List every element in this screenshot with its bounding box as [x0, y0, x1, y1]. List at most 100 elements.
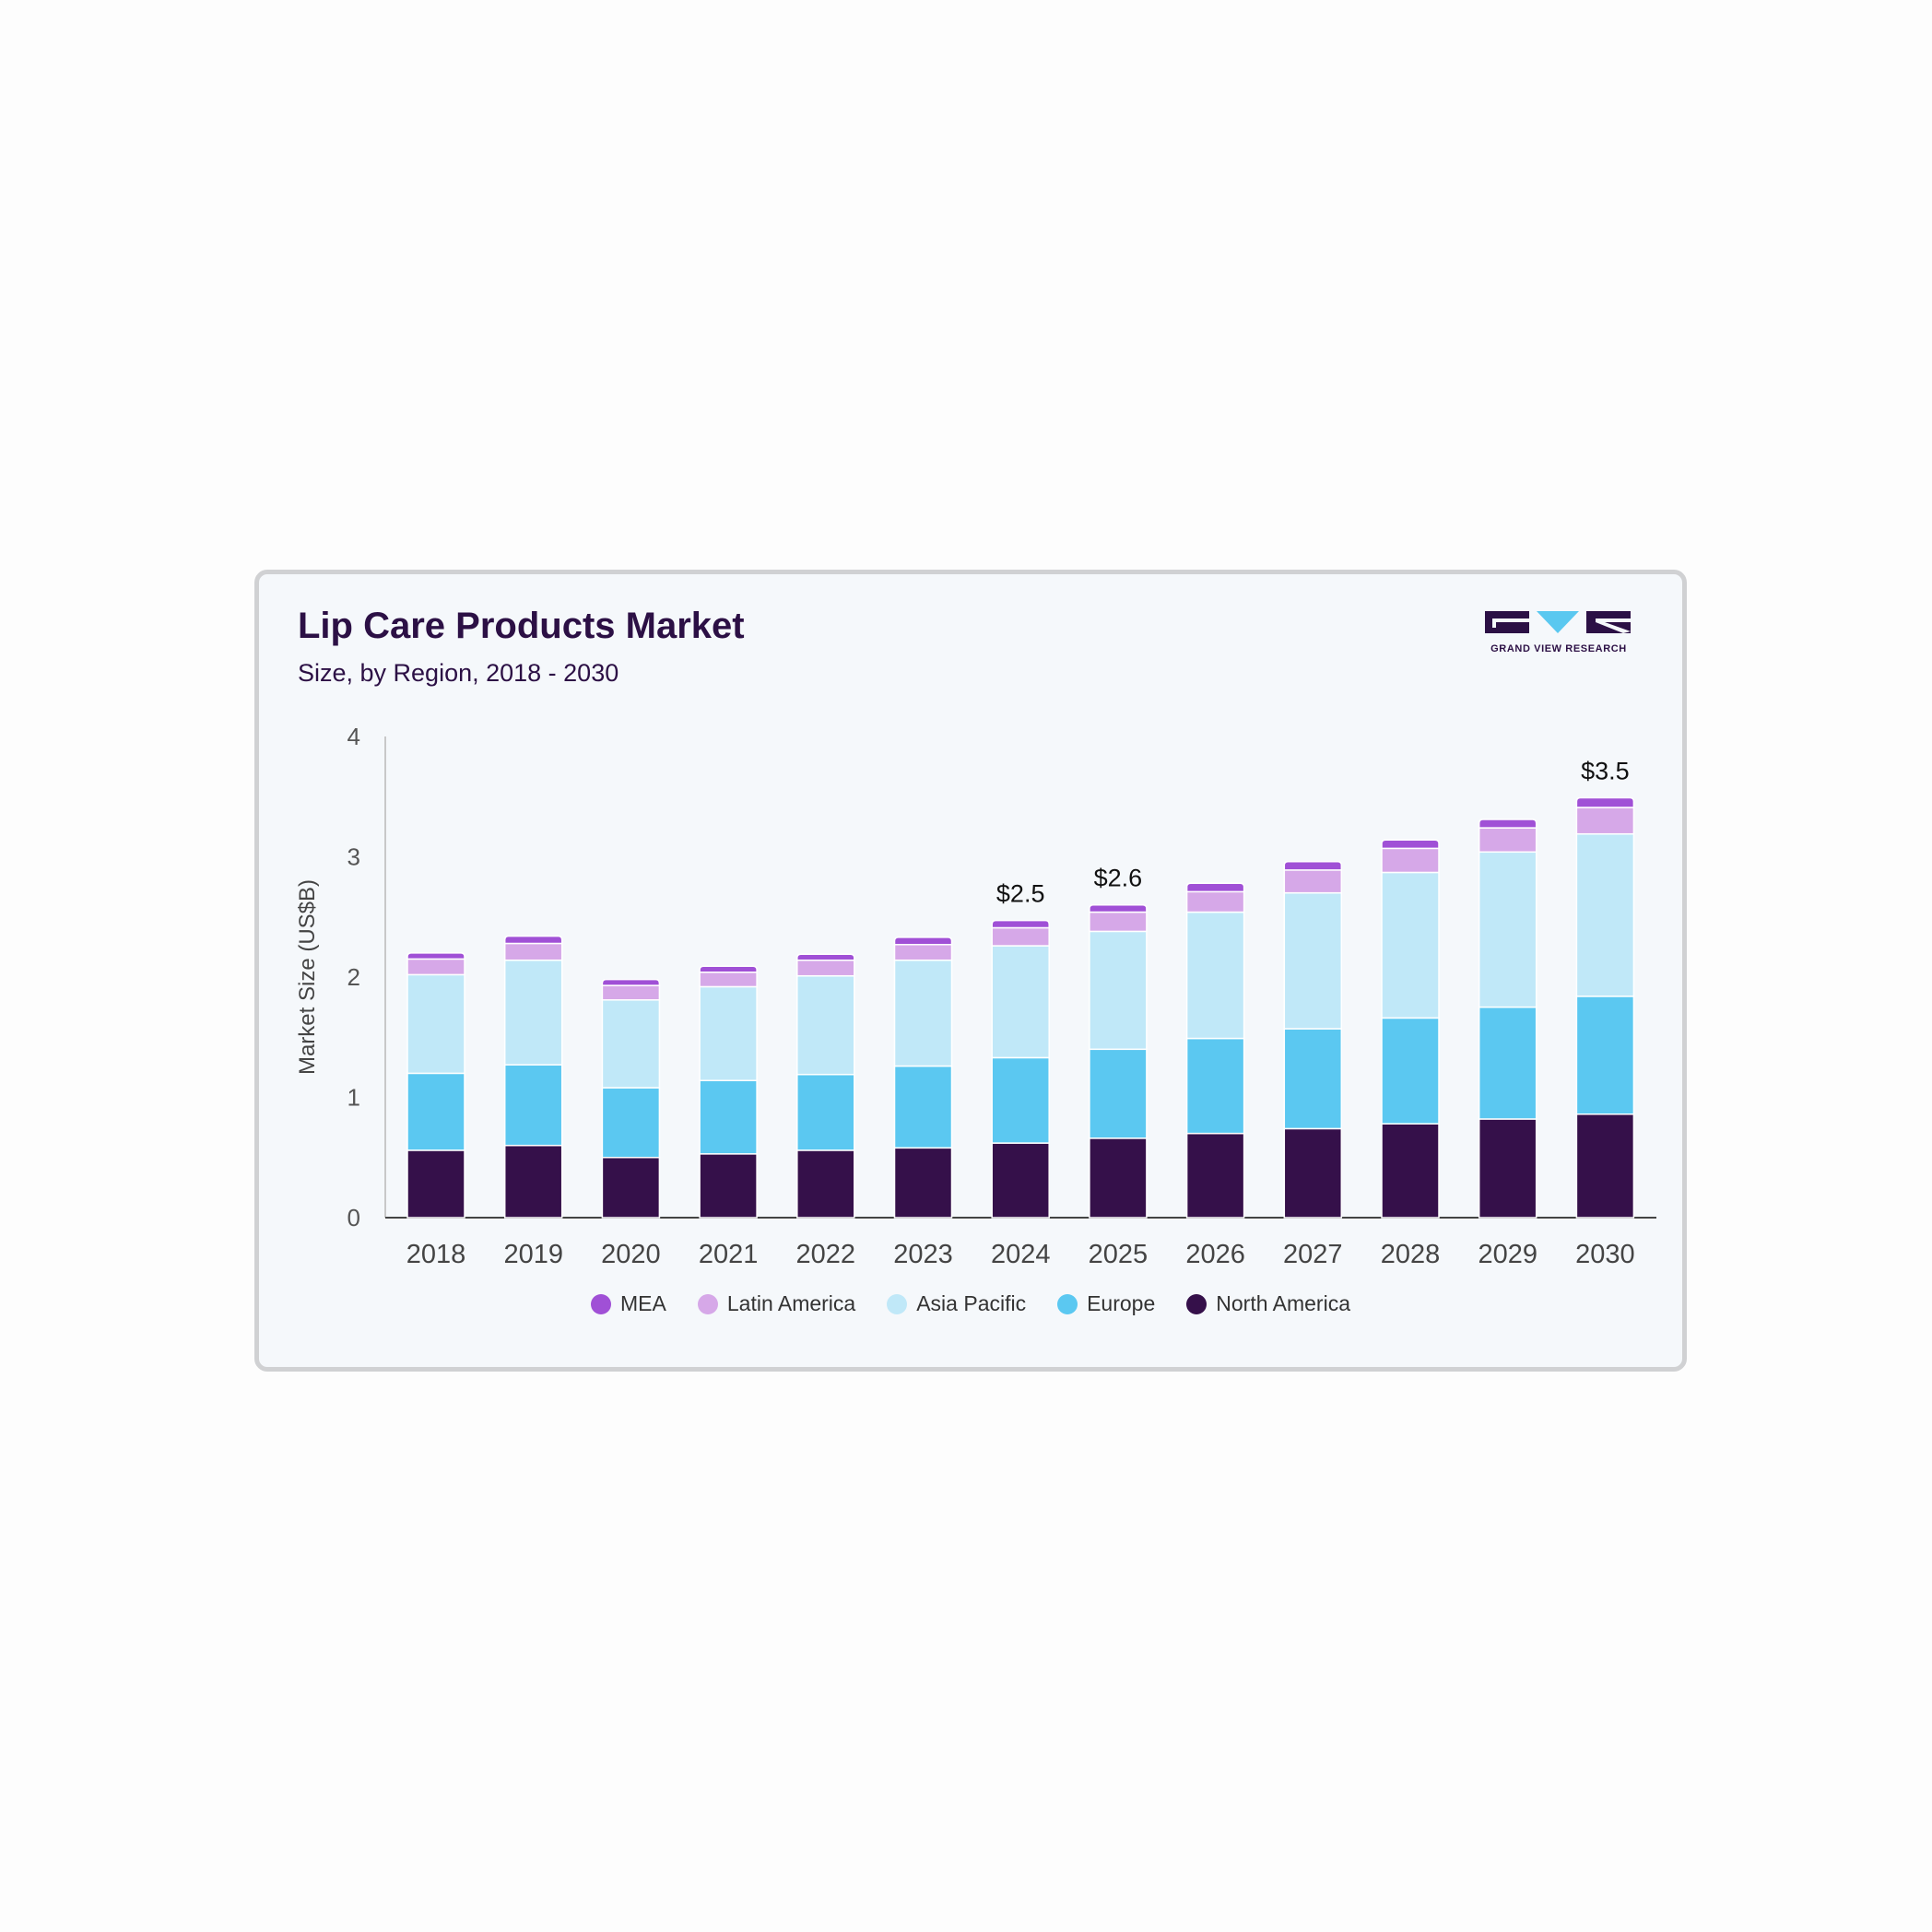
bar-segment-mea: [1381, 839, 1440, 850]
bar-segment-europe: [991, 1056, 1050, 1144]
legend-swatch: [887, 1293, 908, 1314]
legend-item: MEA: [591, 1291, 666, 1316]
x-tick-label: 2022: [796, 1240, 856, 1269]
legend-item: Europe: [1057, 1291, 1155, 1316]
bar-segment-asia-pacific: [699, 985, 758, 1081]
legend-swatch: [1186, 1293, 1208, 1314]
bar-segment-latin-america: [503, 942, 563, 961]
bar-segment-asia-pacific: [1381, 871, 1440, 1019]
y-tick-label: 2: [348, 963, 360, 991]
legend-label: MEA: [620, 1291, 666, 1315]
bar-segment-europe: [406, 1072, 465, 1151]
bar-segment-asia-pacific: [503, 959, 563, 1066]
bar-segment-europe: [1185, 1037, 1245, 1135]
bar-segment-latin-america: [1381, 847, 1440, 874]
grand-view-research-logo: GRAND VIEW RESEARCH: [1485, 607, 1632, 657]
logo-text: GRAND VIEW RESEARCH: [1490, 643, 1627, 654]
bar-segment-latin-america: [1283, 869, 1343, 894]
bar-segment-europe: [1575, 995, 1635, 1115]
bar-segment-europe: [601, 1087, 661, 1159]
x-tick-label: 2030: [1575, 1240, 1635, 1269]
bar-segment-asia-pacific: [601, 999, 661, 1089]
chart-card: Lip Care Products Market Size, by Region…: [254, 570, 1687, 1372]
data-label: $3.5: [1581, 758, 1630, 785]
bar-segment-asia-pacific: [796, 974, 855, 1076]
bar-segment-asia-pacific: [1283, 891, 1343, 1030]
bar-segment-asia-pacific: [1089, 930, 1148, 1051]
bar-segment-mea: [406, 952, 465, 960]
bar-segment-europe: [1478, 1006, 1537, 1120]
legend-swatch: [591, 1293, 612, 1314]
bar-segment-north-america: [796, 1149, 855, 1219]
data-label: $2.5: [996, 880, 1045, 908]
legend-item: Latin America: [697, 1291, 856, 1316]
bar-segment-mea: [601, 978, 661, 986]
chart-legend: MEA Latin America Asia Pacific Europe North …: [259, 1291, 1682, 1316]
x-tick-label: 2025: [1089, 1240, 1149, 1269]
bar-segment-north-america: [1381, 1123, 1440, 1219]
bar-segment-europe: [1381, 1017, 1440, 1125]
y-tick-label: 1: [348, 1084, 360, 1112]
bar-segment-europe: [699, 1079, 758, 1155]
legend-item: Asia Pacific: [887, 1291, 1026, 1316]
data-label: $2.6: [1094, 865, 1143, 892]
bar-segment-north-america: [503, 1144, 563, 1219]
bar-segment-mea: [893, 937, 953, 946]
bar-segment-latin-america: [1185, 890, 1245, 913]
legend-label: North America: [1216, 1291, 1350, 1315]
bar-segment-europe: [503, 1064, 563, 1147]
bar-segment-mea: [991, 919, 1050, 929]
bar-segment-latin-america: [991, 926, 1050, 947]
bar-segment-mea: [1283, 860, 1343, 871]
logo-mark-icon: [1485, 611, 1631, 633]
bar-segment-asia-pacific: [991, 945, 1050, 1059]
y-tick-label: 3: [348, 843, 360, 871]
chart-subtitle: Size, by Region, 2018 - 2030: [298, 659, 619, 687]
bar-segment-asia-pacific: [1185, 911, 1245, 1040]
bar-segment-latin-america: [699, 972, 758, 988]
bar-segment-mea: [1089, 903, 1148, 913]
bar-segment-latin-america: [893, 944, 953, 961]
legend-label: Asia Pacific: [916, 1291, 1027, 1315]
bar-segment-north-america: [1575, 1113, 1635, 1219]
legend-swatch: [1057, 1293, 1078, 1314]
bar-segment-north-america: [699, 1153, 758, 1219]
bar-segment-mea: [503, 935, 563, 945]
legend-label: Europe: [1087, 1291, 1156, 1315]
bar-segment-asia-pacific: [1575, 832, 1635, 997]
y-axis-label: Market Size (US$B): [295, 879, 320, 1075]
bar-segment-north-america: [1283, 1127, 1343, 1219]
bar-segment-north-america: [991, 1142, 1050, 1219]
bar-segment-north-america: [893, 1147, 953, 1219]
bar-segment-asia-pacific: [1478, 851, 1537, 1008]
x-tick-label: 2026: [1185, 1240, 1245, 1269]
bar-segment-mea: [1185, 882, 1245, 893]
x-tick-label: 2023: [893, 1240, 953, 1269]
bar-segment-latin-america: [796, 959, 855, 977]
bar-segment-asia-pacific: [893, 959, 953, 1067]
bar-segment-mea: [699, 965, 758, 973]
x-tick-label: 2029: [1478, 1240, 1537, 1269]
x-tick-label: 2028: [1381, 1240, 1441, 1269]
bar-segment-mea: [796, 953, 855, 961]
chart-plot: Market Size (US$B) 0 1 2 3 4 2018 2019 2020 202…: [295, 723, 1656, 1269]
legend-swatch: [697, 1293, 718, 1314]
bar-segment-north-america: [1185, 1132, 1245, 1219]
legend-label: Latin America: [726, 1291, 856, 1315]
x-tick-label: 2019: [503, 1240, 563, 1269]
bar-segment-north-america: [1478, 1118, 1537, 1219]
y-tick-label: 4: [348, 723, 360, 750]
bar-segment-latin-america: [601, 984, 661, 1001]
bar-segment-europe: [1283, 1028, 1343, 1130]
x-tick-label: 2021: [699, 1240, 759, 1269]
bar-segment-mea: [1575, 796, 1635, 808]
bar-segment-asia-pacific: [406, 973, 465, 1075]
chart-title: Lip Care Products Market: [298, 606, 745, 646]
bar-segment-latin-america: [1575, 807, 1635, 835]
x-tick-label: 2024: [991, 1240, 1051, 1269]
x-tick-label: 2020: [601, 1240, 661, 1269]
y-tick-label: 0: [348, 1204, 360, 1231]
x-tick-label: 2018: [406, 1240, 466, 1269]
bar-segment-north-america: [601, 1157, 661, 1219]
bar-segment-north-america: [406, 1149, 465, 1219]
